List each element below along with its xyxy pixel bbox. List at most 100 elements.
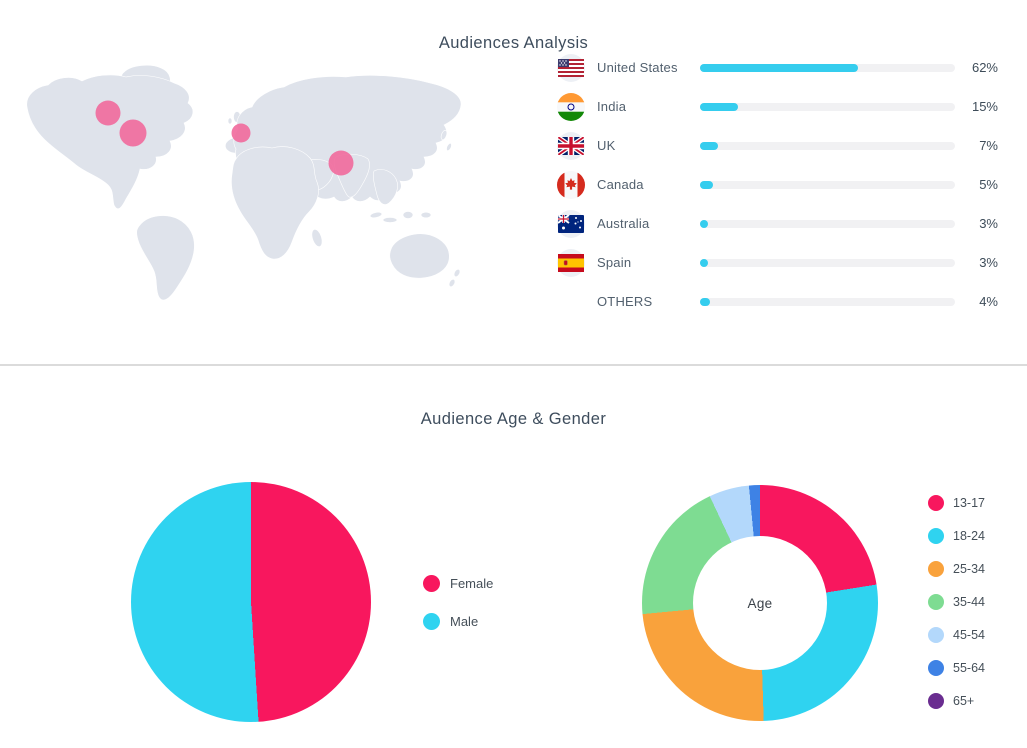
legend-label: 35-44 bbox=[953, 594, 985, 609]
region-japan-south bbox=[446, 142, 452, 152]
legend-color-dot bbox=[928, 494, 944, 511]
legend-color-dot bbox=[928, 659, 944, 676]
age-legend: 13-17 18-24 25-34 35-44 45-54 55-64 65+ bbox=[928, 486, 985, 717]
country-bar-fill bbox=[700, 102, 739, 111]
region-japan bbox=[440, 129, 448, 141]
country-bar-track[interactable] bbox=[700, 180, 955, 189]
legend-item-18-24[interactable]: 18-24 bbox=[928, 519, 985, 552]
country-name: Canada bbox=[597, 177, 644, 192]
country-name: India bbox=[597, 99, 627, 114]
legend-item-55-64[interactable]: 55-64 bbox=[928, 651, 985, 684]
legend-label: 25-34 bbox=[953, 561, 985, 576]
gender-legend: Female Male bbox=[423, 564, 493, 640]
region-java bbox=[382, 217, 398, 223]
country-bar-fill bbox=[700, 219, 708, 228]
legend-item-45-54[interactable]: 45-54 bbox=[928, 618, 985, 651]
country-bar-track[interactable] bbox=[700, 102, 955, 111]
country-bar-track[interactable] bbox=[700, 258, 955, 267]
country-bar-track[interactable] bbox=[700, 297, 955, 306]
country-bar-track[interactable] bbox=[700, 141, 955, 150]
region-ireland bbox=[227, 117, 233, 125]
age-donut-center-label: Age bbox=[747, 595, 773, 611]
legend-label: Male bbox=[450, 613, 479, 629]
flag-united-states-icon bbox=[557, 53, 585, 82]
map-bubble-spain[interactable] bbox=[231, 123, 251, 143]
legend-label: 45-54 bbox=[953, 627, 985, 642]
region-borneo bbox=[402, 211, 414, 219]
legend-label: 13-17 bbox=[953, 495, 985, 510]
country-name: Spain bbox=[597, 255, 632, 270]
flag-placeholder bbox=[557, 288, 585, 316]
country-row-united-states: United States 62% bbox=[557, 48, 998, 87]
legend-color-dot bbox=[423, 574, 440, 592]
region-southeast-asia bbox=[373, 169, 398, 205]
flag-uk-icon bbox=[557, 131, 585, 160]
country-bar-track[interactable] bbox=[700, 63, 955, 72]
country-bar-fill bbox=[700, 297, 711, 306]
region-new-guinea bbox=[420, 211, 432, 219]
legend-color-dot bbox=[423, 612, 440, 630]
legend-item-female[interactable]: Female bbox=[423, 564, 493, 602]
country-bar-track[interactable] bbox=[700, 219, 955, 228]
age-donut-chart[interactable]: Age bbox=[642, 485, 878, 721]
country-row-others: OTHERS 4% bbox=[557, 282, 998, 321]
region-new-zealand-north bbox=[453, 269, 461, 277]
region-new-zealand-south bbox=[448, 279, 456, 287]
country-percent: 15% bbox=[971, 99, 998, 114]
country-row-india: India 15% bbox=[557, 87, 998, 126]
country-percent: 3% bbox=[979, 255, 998, 270]
continent-south-america bbox=[136, 215, 195, 301]
legend-color-dot bbox=[928, 560, 944, 577]
legend-color-dot bbox=[928, 692, 944, 709]
country-bar-fill bbox=[700, 258, 708, 267]
legend-color-dot bbox=[928, 626, 944, 643]
country-name: Australia bbox=[597, 216, 650, 231]
country-bar-fill bbox=[700, 141, 718, 150]
age-gender-title: Audience Age & Gender bbox=[420, 409, 607, 428]
legend-label: Female bbox=[450, 575, 494, 591]
legend-label: 18-24 bbox=[953, 528, 985, 543]
country-percent: 7% bbox=[979, 138, 998, 153]
flag-canada-icon bbox=[557, 170, 585, 199]
country-row-canada: Canada 5% bbox=[557, 165, 998, 204]
continent-africa bbox=[231, 146, 319, 260]
flag-australia-icon bbox=[557, 209, 585, 238]
legend-item-65-[interactable]: 65+ bbox=[928, 684, 985, 717]
audiences-analysis-title: Audiences Analysis bbox=[438, 33, 589, 52]
country-percent: 4% bbox=[979, 294, 998, 309]
country-list: United States 62% India 15% UK 7% Canada… bbox=[557, 48, 998, 321]
legend-label: 65+ bbox=[953, 693, 975, 708]
country-row-uk: UK 7% bbox=[557, 126, 998, 165]
flag-spain-icon bbox=[557, 248, 585, 277]
age-donut-center: Age bbox=[693, 536, 827, 670]
country-percent: 3% bbox=[979, 216, 998, 231]
section-divider bbox=[0, 364, 1027, 366]
legend-color-dot bbox=[928, 593, 944, 610]
legend-item-13-17[interactable]: 13-17 bbox=[928, 486, 985, 519]
country-row-australia: Australia 3% bbox=[557, 204, 998, 243]
country-bar-fill bbox=[700, 63, 859, 72]
world-map[interactable] bbox=[20, 55, 465, 305]
country-percent: 5% bbox=[979, 177, 998, 192]
continent-australia bbox=[389, 233, 450, 279]
region-sumatra bbox=[369, 211, 383, 219]
region-madagascar bbox=[311, 229, 323, 247]
country-row-spain: Spain 3% bbox=[557, 243, 998, 282]
legend-color-dot bbox=[928, 527, 944, 544]
legend-label: 55-64 bbox=[953, 660, 985, 675]
country-percent: 62% bbox=[971, 60, 998, 75]
map-bubble-canada[interactable] bbox=[95, 100, 121, 126]
gender-pie-chart[interactable] bbox=[131, 482, 371, 722]
flag-india-icon bbox=[557, 92, 585, 121]
map-bubble-india[interactable] bbox=[328, 150, 354, 176]
map-bubble-united-states[interactable] bbox=[119, 119, 147, 147]
country-name: UK bbox=[597, 138, 616, 153]
country-name: United States bbox=[597, 60, 678, 75]
legend-item-male[interactable]: Male bbox=[423, 602, 493, 640]
world-map-svg bbox=[26, 64, 462, 301]
legend-item-35-44[interactable]: 35-44 bbox=[928, 585, 985, 618]
country-name: OTHERS bbox=[597, 294, 653, 309]
country-bar-fill bbox=[700, 180, 713, 189]
legend-item-25-34[interactable]: 25-34 bbox=[928, 552, 985, 585]
